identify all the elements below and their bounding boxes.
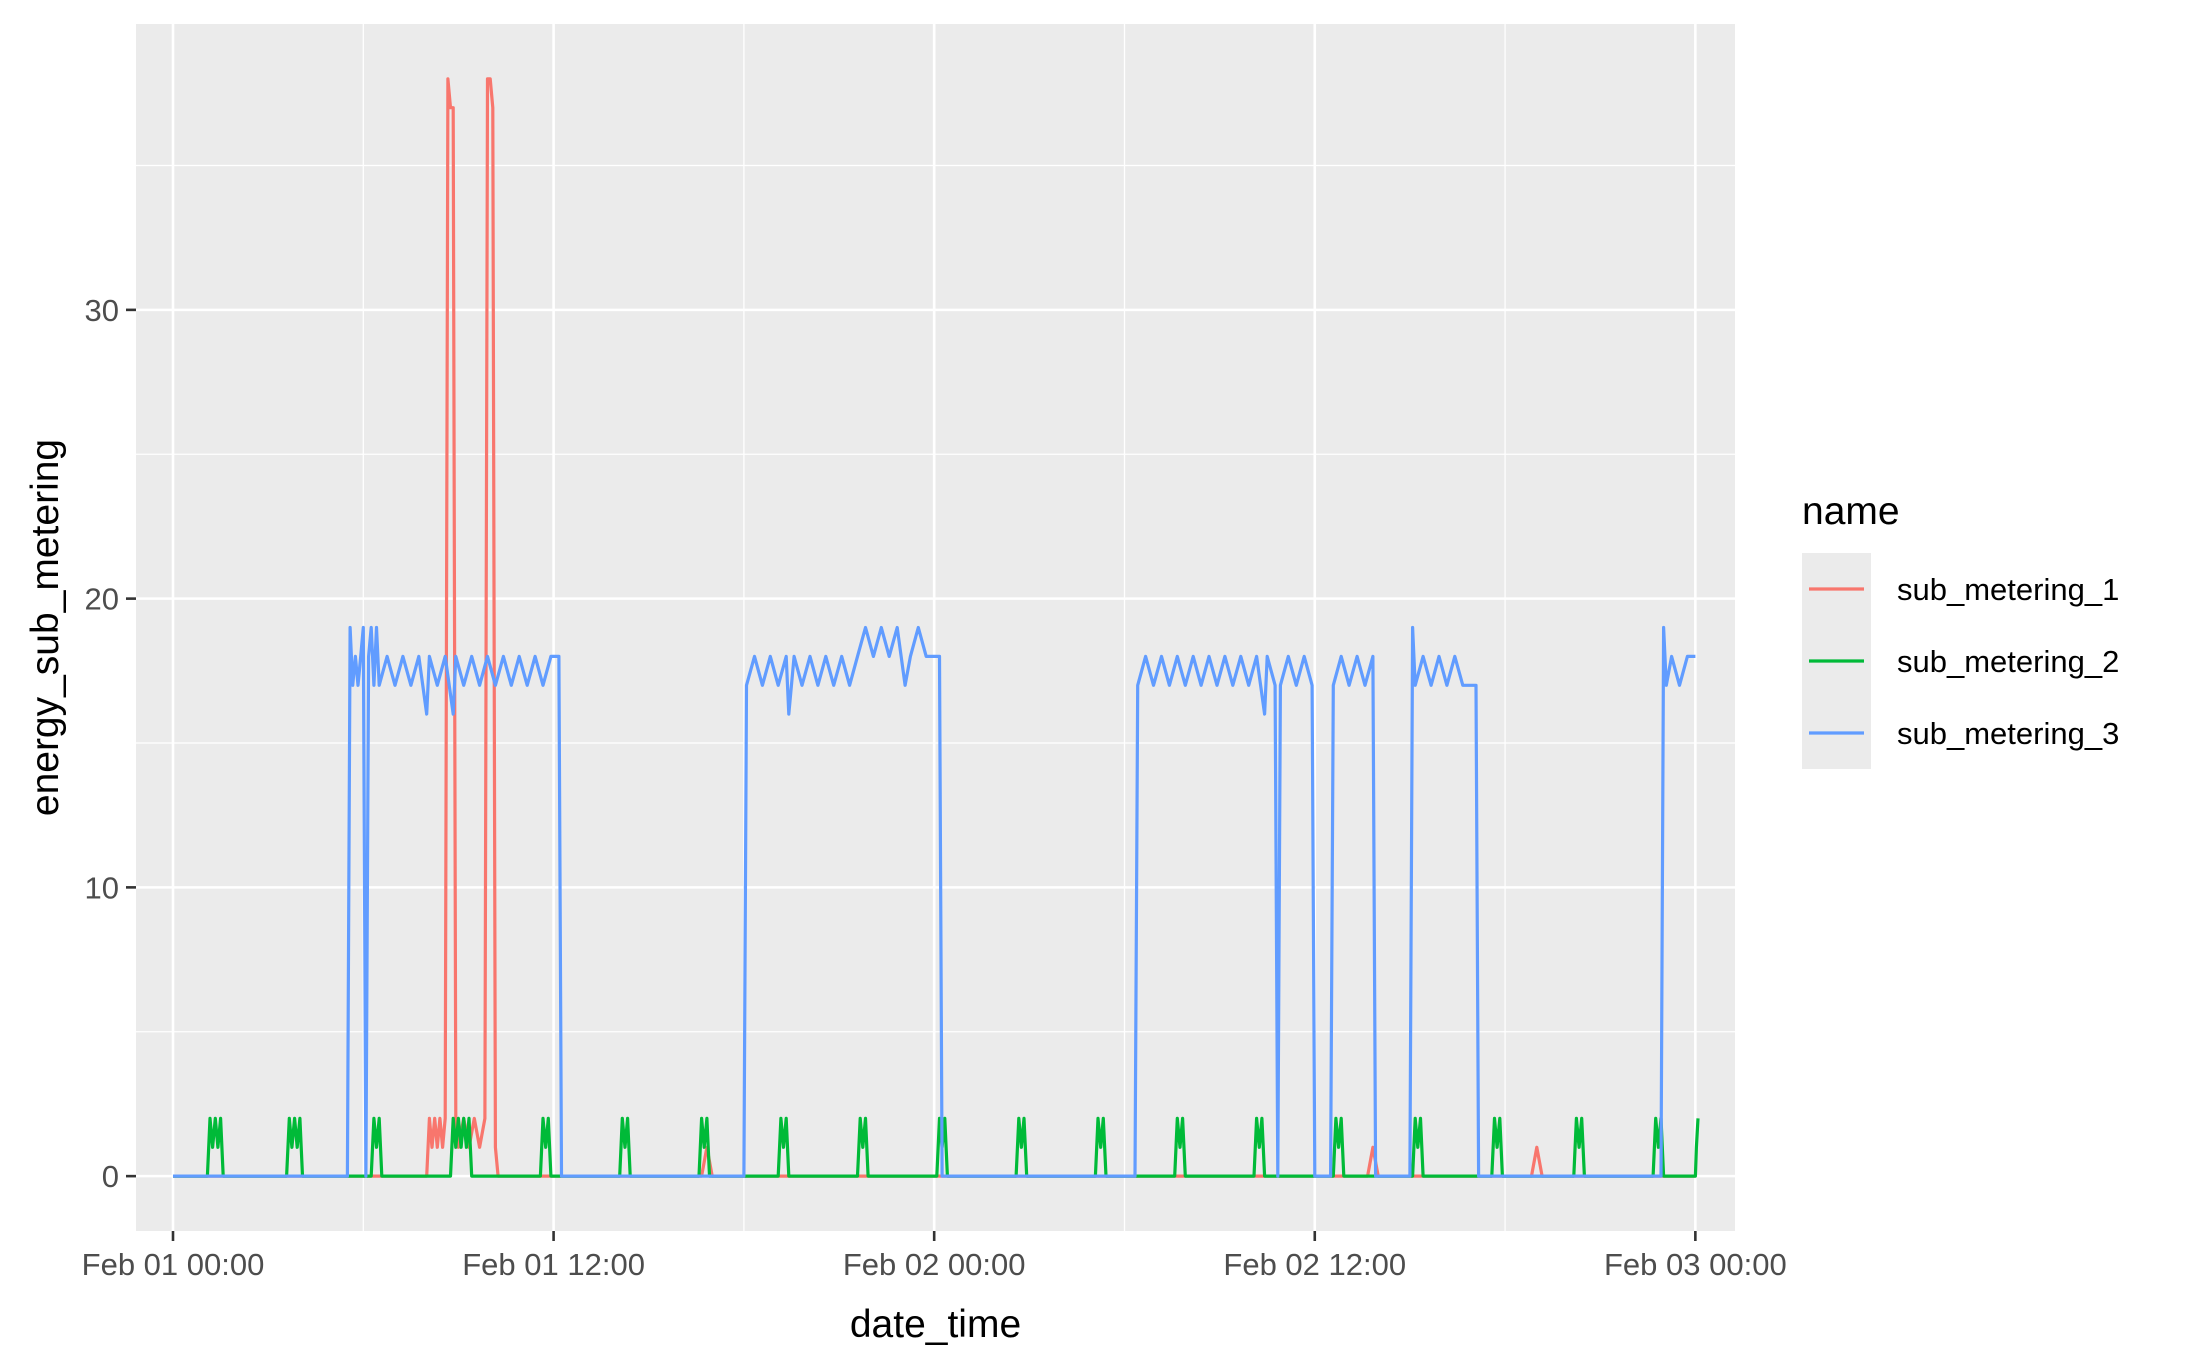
legend: name sub_metering_1 sub_metering_2 sub_met… — [1802, 490, 2119, 769]
axes: 0 10 20 30 Feb 01 00:00 Feb 01 12:00 Feb 02 00… — [82, 293, 1787, 1282]
plot-panel — [136, 24, 1735, 1231]
legend-label-sub-metering-3: sub_metering_3 — [1897, 716, 2119, 751]
series-lines — [173, 77, 1700, 1178]
x-tick-label: Feb 02 00:00 — [843, 1247, 1026, 1282]
x-tick-label: Feb 03 00:00 — [1604, 1247, 1787, 1282]
series-line-sub-metering-1 — [173, 77, 1696, 1178]
legend-label-sub-metering-1: sub_metering_1 — [1897, 572, 2119, 607]
series-line-sub-metering-3 — [173, 625, 1696, 1178]
legend-title: name — [1802, 490, 1900, 533]
x-tick-label: Feb 02 12:00 — [1223, 1247, 1406, 1282]
y-tick-label: 0 — [102, 1159, 119, 1194]
x-tick-label: Feb 01 00:00 — [82, 1247, 265, 1282]
y-tick-label: 10 — [85, 870, 119, 905]
y-tick-label: 20 — [85, 582, 119, 617]
y-axis-title: energy_sub_metering — [24, 439, 67, 816]
x-axis-title: date_time — [850, 1303, 1021, 1346]
y-tick-label: 30 — [85, 293, 119, 328]
legend-label-sub-metering-2: sub_metering_2 — [1897, 644, 2119, 679]
series-line-sub-metering-2 — [173, 1116, 1700, 1178]
x-tick-label: Feb 01 12:00 — [462, 1247, 645, 1282]
